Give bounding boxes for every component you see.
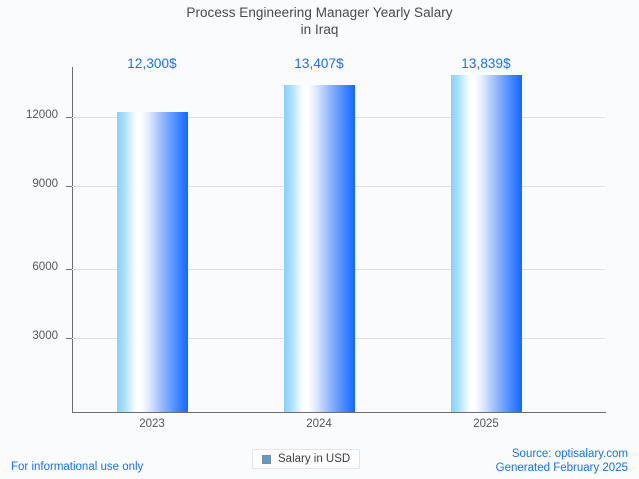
- y-tick-mark: [66, 117, 72, 118]
- bar-2023[interactable]: [117, 112, 188, 412]
- y-tick-mark: [66, 338, 72, 339]
- x-axis-label-2025: 2025: [473, 418, 499, 430]
- bar-value-label-2024: 13,407$: [294, 56, 344, 71]
- disclaimer-text: For informational use only: [11, 461, 144, 473]
- x-axis-line: [72, 412, 606, 413]
- y-axis-line: [72, 67, 73, 413]
- bar-2025[interactable]: [451, 75, 522, 412]
- legend-entry-label: Salary in USD: [278, 453, 351, 465]
- source-text: Source: optisalary.com: [511, 448, 628, 460]
- y-axis-label-6000: 6000: [32, 261, 58, 273]
- y-axis-label-3000: 3000: [32, 330, 58, 342]
- y-axis-label-12000: 12000: [26, 109, 58, 121]
- plot-area: 12000 9000 6000 3000: [26, 67, 605, 412]
- x-axis-label-2024: 2024: [306, 418, 332, 430]
- chart-title-line-2: in Iraq: [300, 22, 339, 37]
- source-attribution: Source: optisalary.com Generated Februar…: [496, 447, 628, 475]
- y-tick-mark: [66, 269, 72, 270]
- bar-2024[interactable]: [284, 85, 355, 412]
- bar-value-label-2025: 13,839$: [461, 56, 511, 71]
- generated-date-text: Generated February 2025: [495, 462, 628, 474]
- chart-title-line-1: Process Engineering Manager Yearly Salar…: [186, 5, 453, 20]
- chart-legend[interactable]: Salary in USD: [252, 449, 361, 469]
- chart-title: Process Engineering Manager Yearly Salar…: [0, 4, 639, 38]
- bar-value-label-2023: 12,300$: [127, 56, 177, 71]
- x-axis-label-2023: 2023: [139, 418, 165, 430]
- legend-color-swatch-icon: [262, 454, 271, 464]
- y-axis-label-9000: 9000: [32, 178, 58, 190]
- y-tick-mark: [66, 186, 72, 187]
